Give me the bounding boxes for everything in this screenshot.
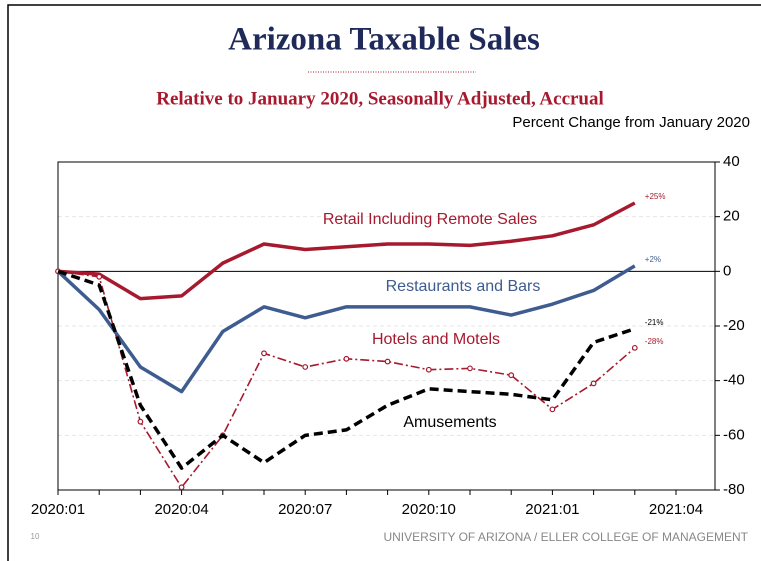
series-marker (467, 365, 473, 372)
end-label: -21% (645, 318, 664, 327)
x-tick-label: 2020:04 (154, 501, 208, 518)
y-tick-label: 40 (723, 153, 740, 170)
y-tick-label: 0 (723, 262, 731, 279)
x-tick-label: 2020:10 (402, 501, 456, 518)
y-tick-label: -60 (723, 426, 745, 443)
series-marker (178, 484, 185, 491)
series-marker (425, 366, 432, 373)
x-tick-label: 2021:04 (649, 501, 703, 518)
y-tick-label: 20 (723, 208, 740, 225)
series-label: Retail Including Remote Sales (323, 211, 537, 228)
axis-label: Percent Change from January 2020 (512, 114, 750, 131)
series-marker (631, 344, 638, 351)
slide-title: Arizona Taxable Sales (228, 22, 540, 58)
plot-frame (57, 161, 716, 491)
footer: UNIVERSITY OF ARIZONA / ELLER COLLEGE OF… (383, 530, 748, 544)
series-marker (590, 380, 597, 387)
series-marker (137, 418, 144, 425)
page-number: 10 (31, 532, 40, 541)
x-tick-label: 2021:01 (525, 501, 579, 518)
series-label: Restaurants and Bars (386, 278, 541, 295)
series-label: Amusements (403, 414, 496, 431)
series-marker (343, 355, 350, 362)
series-line (57, 269, 636, 470)
slide-frame (7, 4, 761, 561)
end-label: +2% (645, 255, 661, 264)
x-tick-label: 2020:01 (31, 501, 85, 518)
series-line (57, 201, 636, 301)
y-tick-label: -20 (723, 317, 745, 334)
subtitle: Relative to January 2020, Seasonally Adj… (156, 88, 604, 109)
series-marker (302, 364, 309, 370)
series-marker (549, 406, 556, 413)
end-label: -28% (645, 337, 664, 346)
series-marker (508, 372, 515, 379)
y-tick-label: -40 (723, 372, 745, 389)
series-label: Hotels and Motels (372, 331, 500, 348)
series-line (56, 264, 636, 394)
end-label: +25% (645, 192, 666, 201)
x-tick-label: 2020:07 (278, 501, 332, 518)
y-tick-label: -80 (723, 481, 745, 498)
series-marker (261, 350, 267, 357)
series-marker (384, 358, 391, 365)
series-marker (96, 273, 103, 280)
